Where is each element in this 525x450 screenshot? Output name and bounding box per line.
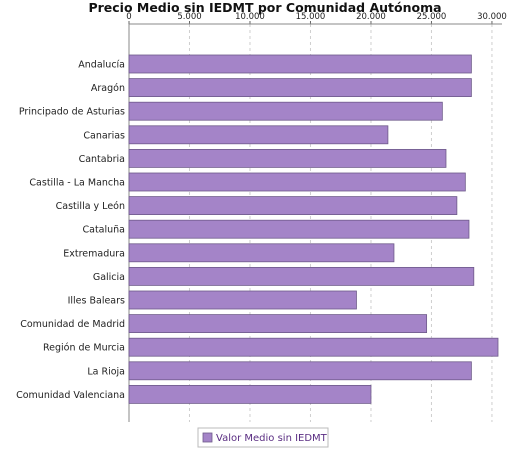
x-tick-label: 20.000 — [356, 12, 386, 22]
bar[interactable] — [128, 101, 443, 121]
x-axis: 0 5.000 10.000 15.000 20.000 25.000 30.000 — [126, 12, 507, 422]
bar[interactable] — [128, 148, 447, 168]
x-tick-label: 15.000 — [296, 12, 326, 22]
legend-label: Valor Medio sin IEDMT — [216, 433, 328, 444]
bar[interactable] — [128, 314, 428, 334]
bar[interactable] — [128, 266, 475, 286]
bar[interactable] — [128, 54, 472, 74]
category-label: Extremadura — [63, 248, 125, 259]
bar[interactable] — [128, 384, 372, 404]
category-label: Cataluña — [82, 225, 125, 236]
category-label: Principado de Asturias — [19, 107, 125, 118]
category-label: La Rioja — [87, 366, 125, 377]
bar[interactable] — [128, 78, 472, 97]
category-label: Aragón — [91, 83, 125, 94]
bar[interactable] — [128, 337, 499, 357]
bar[interactable] — [128, 125, 389, 145]
bars — [128, 54, 499, 404]
bar[interactable] — [128, 243, 395, 263]
chart-title: Precio Medio sin IEDMT por Comunidad Aut… — [88, 0, 441, 15]
category-label: Illes Balears — [68, 296, 125, 307]
category-label: Región de Murcia — [43, 343, 125, 354]
category-label: Galicia — [93, 272, 125, 283]
bar[interactable] — [128, 361, 472, 381]
category-label: Cantabria — [79, 154, 125, 165]
category-label: Andalucía — [78, 60, 125, 71]
legend[interactable]: Valor Medio sin IEDMT — [197, 427, 329, 448]
x-tick-label: 30.000 — [477, 12, 507, 22]
bar[interactable] — [128, 290, 357, 310]
category-label: Castilla - La Mancha — [29, 178, 125, 189]
legend-box — [197, 427, 329, 448]
x-tick-label: 25.000 — [417, 12, 447, 22]
category-label: Canarias — [83, 130, 125, 141]
bar[interactable] — [128, 219, 470, 239]
legend-swatch — [202, 432, 213, 443]
x-tick-label: 10.000 — [235, 12, 265, 22]
bar[interactable] — [128, 196, 458, 216]
bar[interactable] — [128, 172, 466, 192]
category-label: Castilla y León — [56, 201, 125, 212]
x-tick-label: 0 — [126, 12, 131, 22]
category-labels: Andalucía Aragón Principado de Asturias Can… — [16, 60, 125, 401]
x-tick-label: 5.000 — [177, 12, 201, 22]
category-label: Comunidad Valenciana — [16, 390, 125, 401]
category-label: Comunidad de Madrid — [20, 319, 125, 330]
